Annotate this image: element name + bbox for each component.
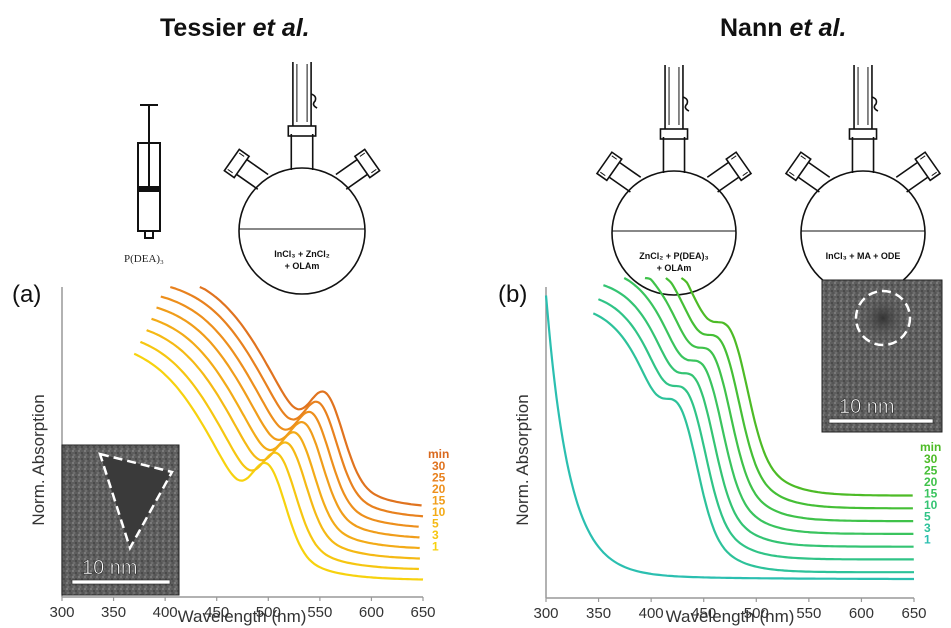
legend-label-30: 30 <box>432 459 446 473</box>
legend-label-10: 10 <box>432 505 446 519</box>
x-tick-label: 500 <box>256 604 281 621</box>
series-line-10min <box>151 317 420 550</box>
flask-middle-label-line: + OLAm <box>657 263 692 273</box>
y-axis-title-b: Norm. Absorption <box>513 394 532 525</box>
series-line-5min <box>146 329 420 560</box>
series-line-10min <box>603 284 914 548</box>
legend-label-20: 20 <box>924 475 938 489</box>
syringe-label: P(DEA)₃ <box>124 253 164 265</box>
chart-a: (a) Norm. Absorption Wavelength (nm) 300… <box>12 281 449 626</box>
series-line-5min <box>597 298 914 561</box>
x-tick-label: 350 <box>586 605 611 622</box>
nanocrystal-triangle-outline <box>98 452 174 552</box>
flask-right: InCl₃ + MA + ODE <box>784 65 942 296</box>
x-tick-label: 300 <box>533 605 558 622</box>
panel-label-a: (a) <box>12 281 41 308</box>
flask-right-label-line: InCl₃ + MA + ODE <box>826 251 901 261</box>
legend-label-25: 25 <box>432 471 446 485</box>
legend-label-1: 1 <box>432 540 439 554</box>
series-line-3min <box>139 340 420 571</box>
x-tick-label: 550 <box>307 604 332 621</box>
flask-middle-label-line: ZnCl₂ + P(DEA)₃ <box>639 251 708 261</box>
x-axis-title-b: Wavelength (nm) <box>666 607 795 626</box>
tem-inset-a: 10 nm <box>61 444 180 596</box>
x-tick-label: 450 <box>204 604 229 621</box>
flask-left: InCl₃ + ZnCl₂ + OLAm <box>223 62 381 295</box>
series-line-25min <box>169 285 424 518</box>
legend-label-10: 10 <box>924 498 938 512</box>
chart-b: (b) Norm. Absorption Wavelength (nm) 300… <box>498 276 943 626</box>
tem-inset-b: 10 nm <box>821 279 943 433</box>
series-line-1min <box>133 352 424 581</box>
heading-tessier: Tessier et al. <box>160 14 310 42</box>
legend-label-15: 15 <box>432 494 446 508</box>
x-tick-label: 550 <box>796 605 821 622</box>
heading-nann: Nann et al. <box>720 14 847 42</box>
x-tick-label: 450 <box>691 605 716 622</box>
x-axis-title-a: Wavelength (nm) <box>178 607 307 626</box>
x-tick-label: 400 <box>639 605 664 622</box>
series-line-30min <box>680 277 913 497</box>
panel-label-b: (b) <box>498 281 527 308</box>
syringe-icon <box>137 104 161 239</box>
legend-title: min <box>428 447 449 461</box>
series-line-25min <box>665 277 913 510</box>
scale-bar-b <box>828 418 934 424</box>
series-line-15min <box>156 306 420 539</box>
legend-label-20: 20 <box>432 482 446 496</box>
x-tick-label: 600 <box>849 605 874 622</box>
scale-text-a: 10 nm <box>82 557 138 579</box>
y-axis-title-a: Norm. Absorption <box>29 394 48 525</box>
legend-label-3: 3 <box>432 528 439 542</box>
scale-bar-a <box>71 579 171 585</box>
legend-label-5: 5 <box>432 517 439 531</box>
nanocrystal-circle-outline <box>854 289 912 347</box>
series-line-3min <box>592 312 914 574</box>
scale-text-b: 10 nm <box>839 396 895 418</box>
legend-label-30: 30 <box>924 452 938 466</box>
flask-left-label-line: InCl₃ + ZnCl₂ <box>274 249 329 259</box>
series-line-1min <box>544 295 914 581</box>
series-line-20min <box>160 295 419 528</box>
flask-left-label-line: + OLAm <box>285 261 320 271</box>
x-tick-label: 350 <box>101 604 126 621</box>
series-line-30min <box>199 285 422 507</box>
x-tick-label: 650 <box>901 605 926 622</box>
series-line-15min <box>623 277 914 536</box>
legend-title: min <box>920 440 941 454</box>
legend-label-5: 5 <box>924 510 931 524</box>
legend-label-3: 3 <box>924 521 931 535</box>
x-tick-label: 400 <box>153 604 178 621</box>
flask-middle: ZnCl₂ + P(DEA)₃ + OLAm <box>595 65 753 296</box>
legend-label-15: 15 <box>924 487 938 501</box>
legend-label-25: 25 <box>924 464 938 478</box>
series-line-20min <box>644 276 914 523</box>
x-tick-label: 600 <box>359 604 384 621</box>
x-tick-label: 300 <box>49 604 74 621</box>
x-tick-label: 650 <box>410 604 435 621</box>
legend-label-1: 1 <box>924 533 931 547</box>
x-tick-label: 500 <box>744 605 769 622</box>
